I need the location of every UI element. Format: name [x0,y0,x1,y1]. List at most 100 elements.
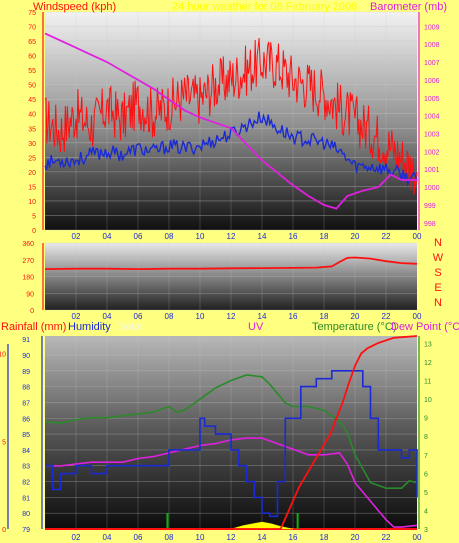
barometer-tick-label: 1000 [424,185,440,192]
barometer-tick-label: 998 [424,221,436,228]
wind-tick-label: 20 [28,170,36,177]
temperature-tick-label: 11 [424,379,431,386]
grid-lines [45,11,417,530]
wind-tick-label: 5 [32,213,36,220]
hour-tick-label: 10 [196,232,205,241]
humidity-tick-label: 84 [22,448,30,455]
wind-tick-label: 30 [28,141,36,148]
barometer-tick-label: 1008 [424,42,440,49]
hour-tick-label: 08 [165,533,174,542]
hour-tick-label: 12 [227,232,236,241]
temperature-tick-label: 4 [424,508,428,515]
hour-tick-label: 00 [413,312,422,321]
temperature-tick-label: 13 [424,341,432,348]
wind-tick-label: 60 [28,54,36,61]
temperature-tick-label: 5 [424,490,428,497]
data-series [44,32,418,530]
hour-tick-label: 16 [289,533,298,542]
hour-tick-label: 02 [72,232,81,241]
temperature-tick-label: 8 [424,434,428,441]
humidity-tick-label: 79 [22,527,30,534]
wind-gust-line [44,37,418,195]
windspeed-axis-title: Windspeed (kph) [33,1,117,13]
direction-tick-label: 90 [26,291,34,298]
humidity-tick-label: 81 [22,495,30,502]
wind-tick-label: 35 [28,126,36,133]
hour-tick-label: 06 [134,533,143,542]
compass-label: N [434,297,442,309]
barometer-tick-label: 1007 [424,60,440,67]
humidity-tick-label: 88 [22,385,30,392]
hour-tick-label: 00 [413,533,422,542]
humidity-tick-label: 83 [22,464,30,471]
temperature-tick-label: 3 [424,527,428,534]
humidity-tick-label: 86 [22,416,30,423]
hour-tick-label: 20 [351,312,360,321]
temperature-tick-label: 9 [424,416,428,423]
temperature-tick-label: 6 [424,471,428,478]
wind-tick-label: 0 [32,228,36,235]
direction-tick-label: 0 [30,308,34,315]
hour-tick-label: 22 [382,533,391,542]
hour-tick-label: 14 [258,312,267,321]
hour-tick-label: 22 [382,312,391,321]
wind-direction-line [44,256,418,271]
hour-tick-label: 12 [227,312,236,321]
humidity-axis-title: Humidity [68,321,111,333]
hour-tick-label: 10 [196,533,205,542]
hour-tick-label: 02 [72,312,81,321]
direction-tick-label: 180 [22,275,34,282]
hour-tick-label: 04 [103,312,112,321]
hour-tick-label: 08 [165,232,174,241]
rainfall-axis-title: Rainfall (mm) [1,321,67,333]
rainfall-tick-label: 0 [2,527,6,534]
barometer-tick-label: 1009 [424,24,440,31]
rainfall-line [45,335,418,530]
barometer-tick-label: 1003 [424,132,440,139]
wind-tick-label: 75 [28,10,36,17]
barometer-tick-label: 1005 [424,96,440,103]
barometer-tick-label: 1002 [424,149,440,156]
hour-tick-label: 08 [165,312,174,321]
humidity-tick-label: 91 [22,337,30,344]
dewpoint-line [45,437,418,528]
barometer-line [44,32,417,210]
compass-label: E [434,282,441,294]
chart-title: 24 hour weather for 08 February 2008 [172,1,358,13]
hour-tick-label: 04 [103,232,112,241]
barometer-tick-label: 1004 [424,114,440,121]
hour-tick-label: 04 [103,533,112,542]
barometer-tick-label: 999 [424,203,436,210]
humidity-line [45,370,418,518]
hour-tick-label: 06 [134,232,143,241]
wind-tick-label: 55 [28,68,36,75]
barometer-axis-title: Barometer (mb) [370,1,448,13]
wind-tick-label: 70 [28,25,36,32]
temperature-tick-label: 7 [424,453,428,460]
hour-tick-label: 18 [320,533,329,542]
hour-tick-label: 18 [320,232,329,241]
hour-tick-label: 16 [289,232,298,241]
hour-tick-label: 10 [196,312,205,321]
temperature-tick-label: 12 [424,360,432,367]
wind-tick-label: 40 [28,112,36,119]
solar-axis-title: Solar [118,321,144,333]
hour-tick-label: 14 [258,232,267,241]
hour-tick-label: 02 [72,533,81,542]
humidity-tick-label: 80 [22,511,30,518]
hour-tick-label: 06 [134,312,143,321]
direction-tick-label: 270 [22,258,34,265]
direction-tick-label: 360 [22,241,34,248]
wind-tick-label: 45 [28,97,36,104]
solar-area [230,521,294,530]
humidity-tick-label: 82 [22,480,30,487]
tick-labels: 0510152025303540455055606570759989991000… [0,10,444,542]
wind-tick-label: 65 [28,39,36,46]
wind-tick-label: 10 [28,199,36,206]
rainfall-tick-label: 10 [0,352,6,359]
hour-tick-label: 12 [227,533,236,542]
dewpoint-axis-title: Dew Point (°C) [391,321,459,333]
barometer-tick-label: 1006 [424,78,440,85]
hour-tick-label: 16 [289,312,298,321]
